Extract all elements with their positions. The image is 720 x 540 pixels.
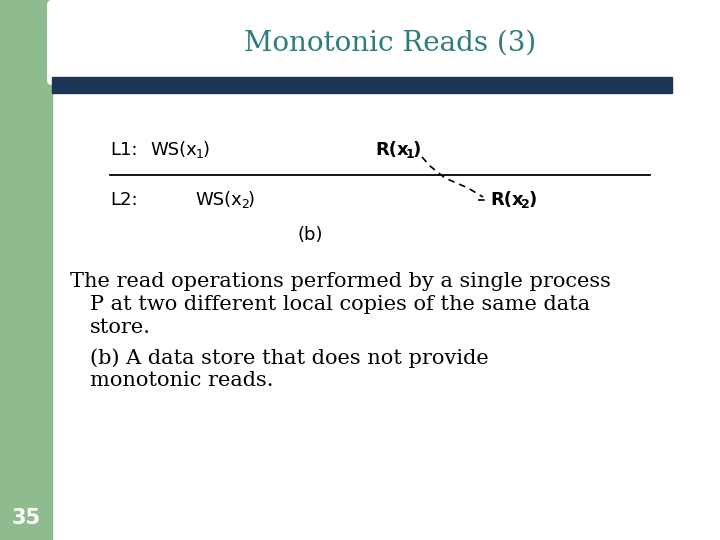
Text: ): ) <box>528 191 536 209</box>
Text: WS(x: WS(x <box>150 141 197 159</box>
Text: WS(x: WS(x <box>195 191 242 209</box>
Text: 2: 2 <box>241 199 249 212</box>
Text: L1:: L1: <box>110 141 138 159</box>
Text: 1: 1 <box>196 148 204 161</box>
Text: 35: 35 <box>12 508 40 528</box>
Text: (b) A data store that does not provide: (b) A data store that does not provide <box>90 348 489 368</box>
FancyBboxPatch shape <box>47 0 720 85</box>
Text: monotonic reads.: monotonic reads. <box>90 371 274 390</box>
Text: Monotonic Reads (3): Monotonic Reads (3) <box>244 30 536 57</box>
Text: The read operations performed by a single process: The read operations performed by a singl… <box>70 272 611 291</box>
Text: 1: 1 <box>406 148 415 161</box>
Bar <box>0 0 52 540</box>
Text: ): ) <box>203 141 210 159</box>
Text: L2:: L2: <box>110 191 138 209</box>
Text: (b): (b) <box>297 226 323 244</box>
Text: P at two different local copies of the same data: P at two different local copies of the s… <box>90 295 590 314</box>
Text: 2: 2 <box>521 199 530 212</box>
Bar <box>0 0 130 50</box>
Bar <box>52 77 672 93</box>
Text: R(x: R(x <box>375 141 409 159</box>
Text: R(x: R(x <box>490 191 523 209</box>
Text: ): ) <box>248 191 255 209</box>
Text: ): ) <box>413 141 421 159</box>
Text: store.: store. <box>90 318 151 337</box>
